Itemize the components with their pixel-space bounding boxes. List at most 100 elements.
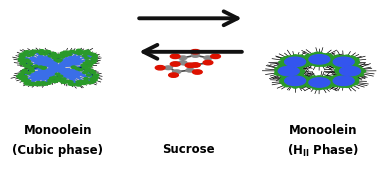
Circle shape bbox=[283, 57, 288, 59]
Circle shape bbox=[53, 76, 57, 78]
Circle shape bbox=[334, 75, 339, 78]
Polygon shape bbox=[58, 59, 93, 77]
Circle shape bbox=[179, 56, 187, 60]
Circle shape bbox=[298, 55, 303, 57]
Circle shape bbox=[282, 59, 287, 62]
Polygon shape bbox=[24, 53, 92, 83]
Circle shape bbox=[21, 61, 26, 64]
Circle shape bbox=[305, 79, 310, 81]
Circle shape bbox=[333, 56, 338, 58]
Circle shape bbox=[281, 65, 287, 67]
Circle shape bbox=[338, 74, 343, 76]
Circle shape bbox=[173, 62, 181, 66]
Circle shape bbox=[23, 64, 28, 67]
Circle shape bbox=[288, 75, 293, 77]
Circle shape bbox=[330, 62, 335, 64]
Circle shape bbox=[353, 75, 358, 77]
Circle shape bbox=[18, 76, 23, 79]
Circle shape bbox=[53, 80, 58, 82]
Polygon shape bbox=[23, 52, 93, 83]
Circle shape bbox=[29, 70, 34, 72]
Circle shape bbox=[173, 70, 181, 74]
Circle shape bbox=[332, 84, 337, 87]
Circle shape bbox=[56, 55, 60, 58]
Circle shape bbox=[336, 71, 341, 73]
Circle shape bbox=[330, 81, 336, 83]
Circle shape bbox=[339, 67, 344, 69]
Circle shape bbox=[358, 74, 363, 76]
Circle shape bbox=[295, 75, 300, 77]
Circle shape bbox=[330, 59, 335, 61]
Circle shape bbox=[25, 80, 30, 82]
Circle shape bbox=[22, 79, 27, 82]
Circle shape bbox=[79, 80, 84, 82]
Circle shape bbox=[353, 59, 358, 62]
Circle shape bbox=[92, 57, 97, 59]
Circle shape bbox=[298, 69, 303, 71]
Circle shape bbox=[36, 82, 40, 84]
Circle shape bbox=[89, 70, 94, 73]
Circle shape bbox=[327, 82, 333, 85]
Circle shape bbox=[311, 76, 316, 78]
Circle shape bbox=[290, 66, 295, 68]
Text: Monoolein: Monoolein bbox=[289, 124, 357, 137]
Circle shape bbox=[335, 69, 340, 71]
Circle shape bbox=[28, 67, 33, 69]
Circle shape bbox=[305, 82, 310, 84]
Circle shape bbox=[31, 82, 35, 84]
Circle shape bbox=[84, 78, 88, 80]
Circle shape bbox=[51, 53, 56, 55]
Circle shape bbox=[21, 71, 26, 74]
Circle shape bbox=[75, 68, 80, 70]
Circle shape bbox=[281, 75, 286, 78]
Circle shape bbox=[191, 63, 200, 67]
Circle shape bbox=[282, 77, 287, 80]
Circle shape bbox=[331, 76, 336, 79]
Circle shape bbox=[60, 56, 64, 58]
Circle shape bbox=[88, 63, 93, 65]
Circle shape bbox=[87, 65, 92, 67]
Circle shape bbox=[300, 76, 305, 78]
Circle shape bbox=[338, 72, 343, 75]
Circle shape bbox=[292, 75, 297, 78]
Circle shape bbox=[50, 77, 54, 79]
Circle shape bbox=[88, 81, 93, 84]
Circle shape bbox=[67, 53, 72, 55]
Circle shape bbox=[90, 53, 95, 56]
Circle shape bbox=[340, 65, 345, 68]
Circle shape bbox=[62, 78, 66, 80]
Circle shape bbox=[83, 52, 87, 54]
Circle shape bbox=[33, 65, 38, 67]
Circle shape bbox=[274, 73, 280, 75]
Circle shape bbox=[29, 70, 34, 72]
Circle shape bbox=[278, 66, 299, 76]
Circle shape bbox=[308, 77, 313, 79]
Circle shape bbox=[310, 85, 316, 88]
Circle shape bbox=[303, 59, 308, 61]
Circle shape bbox=[338, 85, 344, 87]
Circle shape bbox=[335, 55, 341, 57]
Circle shape bbox=[347, 74, 352, 77]
Circle shape bbox=[61, 81, 66, 83]
Circle shape bbox=[64, 54, 68, 56]
Circle shape bbox=[350, 75, 356, 77]
Circle shape bbox=[83, 71, 87, 74]
Circle shape bbox=[294, 75, 299, 77]
Circle shape bbox=[58, 75, 63, 77]
Circle shape bbox=[287, 66, 293, 68]
Circle shape bbox=[332, 57, 337, 60]
Circle shape bbox=[284, 84, 290, 87]
Circle shape bbox=[319, 64, 325, 66]
Circle shape bbox=[339, 66, 361, 76]
Circle shape bbox=[277, 73, 283, 76]
Circle shape bbox=[328, 60, 333, 62]
Circle shape bbox=[347, 66, 352, 68]
Circle shape bbox=[330, 60, 335, 62]
Circle shape bbox=[352, 77, 357, 80]
Circle shape bbox=[350, 65, 355, 67]
Circle shape bbox=[282, 82, 287, 84]
Circle shape bbox=[309, 55, 330, 64]
Circle shape bbox=[26, 80, 31, 82]
Circle shape bbox=[82, 67, 87, 69]
Circle shape bbox=[84, 81, 89, 84]
